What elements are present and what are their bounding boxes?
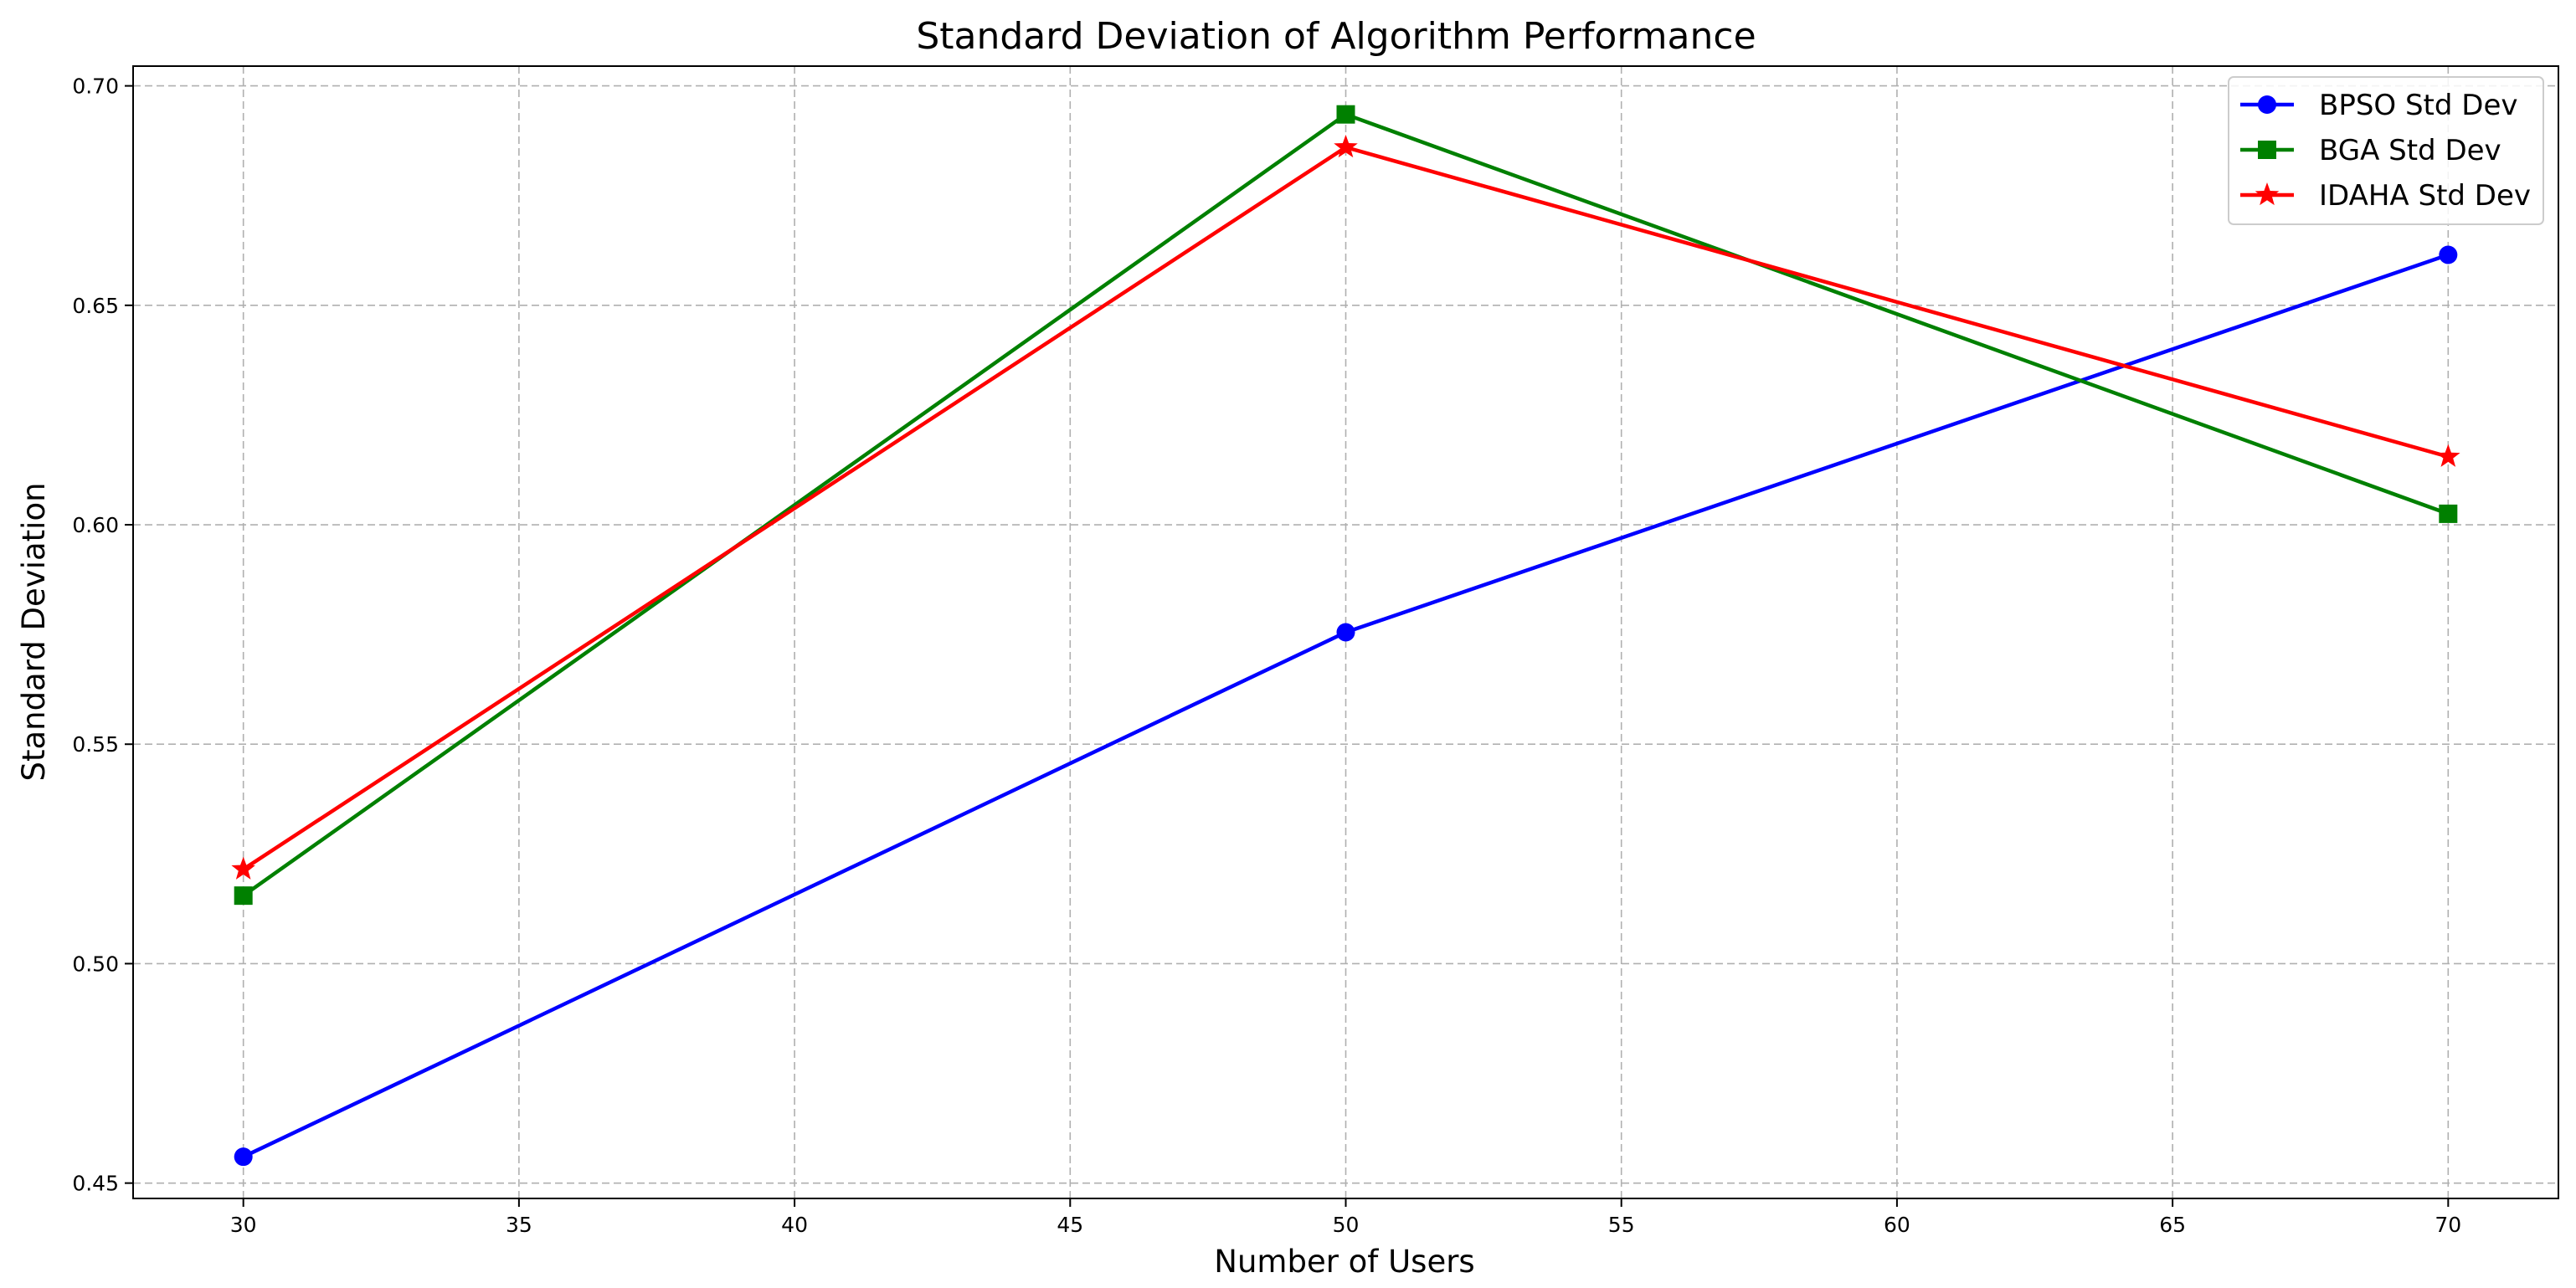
series-bga-std-dev xyxy=(234,105,2458,906)
legend-marker-star xyxy=(2255,182,2280,206)
data-point-circle xyxy=(234,1147,253,1167)
legend-item: IDAHA Std Dev xyxy=(2240,179,2531,213)
data-point-square xyxy=(1336,105,1355,124)
legend-item: BGA Std Dev xyxy=(2240,134,2501,167)
data-point-star xyxy=(231,856,255,880)
data-point-circle xyxy=(2439,245,2458,264)
x-tick-label: 60 xyxy=(1884,1213,1910,1237)
x-tick-label: 30 xyxy=(230,1213,257,1237)
x-tick-label: 55 xyxy=(1608,1213,1635,1237)
x-tick-label: 45 xyxy=(1057,1213,1083,1237)
data-point-star xyxy=(1334,135,1358,158)
y-axis-title: Standard Deviation xyxy=(16,482,52,781)
y-tick-label: 0.45 xyxy=(72,1172,119,1196)
legend-label: BGA Std Dev xyxy=(2319,134,2501,167)
x-axis-title: Number of Users xyxy=(1214,1244,1474,1280)
chart-title: Standard Deviation of Algorithm Performa… xyxy=(916,15,1756,58)
legend: BPSO Std Dev BGA Std Dev IDAHA Std Dev xyxy=(2228,76,2544,225)
y-tick-label: 0.50 xyxy=(72,952,119,976)
data-point-star xyxy=(2436,444,2460,467)
grid xyxy=(133,66,2558,1198)
legend-item: BPSO Std Dev xyxy=(2240,89,2518,122)
series-idaha-std-dev xyxy=(231,135,2460,880)
y-tick-label: 0.65 xyxy=(72,294,119,318)
x-tick-label: 50 xyxy=(1333,1213,1360,1237)
x-tick-label: 70 xyxy=(2435,1213,2461,1237)
x-tick-label: 65 xyxy=(2159,1213,2186,1237)
data-point-circle xyxy=(1336,623,1355,642)
y-tick-label: 0.60 xyxy=(72,513,119,537)
legend-label: BPSO Std Dev xyxy=(2319,89,2518,122)
series-group xyxy=(231,105,2460,1167)
legend-marker-circle xyxy=(2258,95,2276,114)
x-tick-label: 40 xyxy=(781,1213,808,1237)
y-tick-label: 0.70 xyxy=(72,74,119,99)
axes: 30 35 40 45 50 55 60 65 70 0.45 0.50 0.55 0.60 0.65 0.… xyxy=(72,74,2461,1237)
legend-box xyxy=(2228,76,2544,225)
x-tick-label: 35 xyxy=(506,1213,532,1237)
legend-marker-square xyxy=(2258,141,2276,159)
data-point-square xyxy=(2439,504,2458,523)
data-point-square xyxy=(234,886,253,906)
y-tick-label: 0.55 xyxy=(72,732,119,757)
legend-label: IDAHA Std Dev xyxy=(2319,179,2531,213)
